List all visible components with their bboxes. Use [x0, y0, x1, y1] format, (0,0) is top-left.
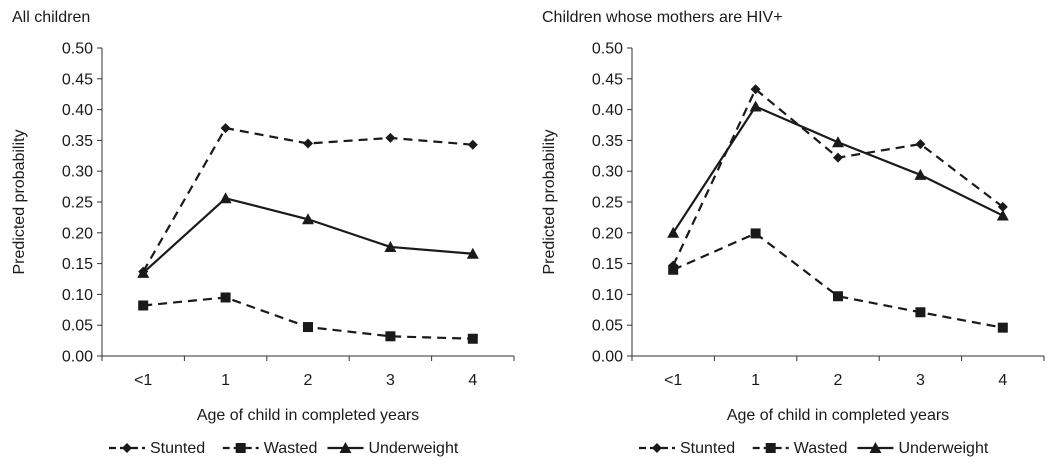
data-point-underweight — [667, 226, 680, 238]
x-tick-label: 4 — [468, 372, 477, 389]
series-line-stunted — [672, 87, 1004, 266]
data-point-stunted — [750, 84, 761, 95]
data-point-wasted — [833, 291, 843, 302]
data-point-wasted — [138, 300, 149, 311]
y-tick-label: 0.50 — [62, 41, 93, 58]
series-wasted — [668, 228, 1008, 333]
legend-item-wasted: Wasted — [222, 440, 318, 457]
data-point-underweight — [914, 168, 927, 180]
series-stunted — [138, 123, 478, 277]
y-tick-label: 0.15 — [592, 256, 623, 273]
data-point-wasted — [668, 264, 679, 275]
legend-marker — [235, 443, 246, 453]
legend-label: Stunted — [150, 440, 205, 457]
data-point-wasted — [915, 307, 926, 318]
chart-title: Children whose mothers are HIV+ — [542, 9, 783, 26]
y-tick-label: 0.50 — [592, 41, 623, 58]
legend: Stunted Wasted Underweight — [108, 440, 459, 457]
x-tick-label: 3 — [916, 372, 925, 389]
x-axis-label: Age of child in completed years — [197, 407, 419, 424]
data-point-wasted — [750, 228, 761, 239]
chart-panel-all-children: All children Predicted probability 0.00 0.0… — [11, 9, 515, 457]
legend-label: Underweight — [368, 440, 458, 457]
y-tick-label: 0.10 — [62, 287, 93, 304]
y-tick-label: 0.20 — [592, 225, 623, 242]
data-point-stunted — [385, 132, 396, 143]
legend-marker — [339, 442, 352, 453]
data-point-underweight — [219, 192, 232, 204]
x-tick-label: 2 — [834, 372, 843, 389]
y-axis-label: Predicted probability — [11, 130, 28, 275]
y-tick-label: 0.35 — [62, 133, 93, 150]
data-point-underweight — [137, 266, 150, 278]
data-point-stunted — [915, 139, 926, 150]
legend: Stunted Wasted Underweight — [638, 440, 989, 457]
data-point-stunted — [467, 139, 478, 150]
data-point-underweight — [384, 240, 397, 252]
y-axis-label: Predicted probability — [541, 130, 558, 275]
series-line-wasted — [143, 296, 473, 340]
series-stunted — [668, 84, 1008, 271]
x-tick-label: 1 — [221, 372, 230, 389]
data-point-wasted — [303, 322, 313, 333]
legend-item-stunted: Stunted — [108, 440, 205, 457]
legend-label: Underweight — [898, 440, 988, 457]
y-tick-label: 0.45 — [62, 71, 93, 88]
data-point-underweight — [996, 209, 1009, 221]
legend-marker — [651, 443, 662, 453]
data-point-stunted — [833, 152, 843, 163]
x-tick-label: <1 — [134, 372, 152, 389]
x-tick-label: 4 — [998, 372, 1007, 389]
y-tick-label: 0.25 — [62, 195, 93, 212]
y-tick-label: 0.05 — [62, 318, 93, 335]
x-axis-label: Age of child in completed years — [727, 407, 949, 424]
x-tick-label: 2 — [304, 372, 313, 389]
series-wasted — [138, 292, 478, 344]
data-point-wasted — [467, 333, 478, 344]
y-tick-label: 0.35 — [592, 133, 623, 150]
series-line-wasted — [672, 232, 1004, 329]
series-underweight — [667, 100, 1009, 238]
y-tick-label: 0.05 — [592, 318, 623, 335]
legend-item-underweight: Underweight — [327, 440, 459, 457]
y-tick-label: 0.40 — [592, 102, 623, 119]
y-tick-label: 0.15 — [62, 256, 93, 273]
legend-label: Stunted — [680, 440, 735, 457]
data-point-underweight — [302, 213, 314, 225]
chart-title: All children — [12, 9, 90, 26]
data-point-wasted — [997, 322, 1008, 333]
series-line-underweight — [142, 197, 473, 274]
series-underweight — [137, 192, 479, 278]
data-point-underweight — [749, 100, 762, 112]
y-tick-label: 0.30 — [62, 164, 93, 181]
data-point-wasted — [385, 331, 396, 342]
legend-item-stunted: Stunted — [638, 440, 735, 457]
legend-label: Wasted — [264, 440, 318, 457]
x-tick-label: <1 — [664, 372, 682, 389]
data-point-stunted — [303, 138, 313, 149]
legend-label: Wasted — [794, 440, 848, 457]
legend-marker — [121, 443, 132, 453]
y-tick-label: 0.45 — [592, 71, 623, 88]
data-point-wasted — [220, 292, 231, 303]
legend-marker — [765, 443, 776, 453]
data-point-stunted — [997, 201, 1008, 212]
legend-item-underweight: Underweight — [857, 440, 989, 457]
x-tick-label: 3 — [386, 372, 395, 389]
legend-item-wasted: Wasted — [752, 440, 848, 457]
data-point-stunted — [220, 123, 231, 134]
chart-panel-hiv-mothers: Children whose mothers are HIV+ Predicted… — [541, 9, 1045, 457]
y-tick-label: 0.00 — [592, 349, 623, 366]
y-tick-label: 0.25 — [592, 195, 623, 212]
y-tick-label: 0.10 — [592, 287, 623, 304]
y-tick-label: 0.40 — [62, 102, 93, 119]
series-line-stunted — [142, 126, 473, 273]
y-tick-label: 0.20 — [62, 225, 93, 242]
y-tick-label: 0.30 — [592, 164, 623, 181]
x-tick-label: 1 — [751, 372, 760, 389]
y-tick-label: 0.00 — [62, 349, 93, 366]
data-point-underweight — [832, 136, 844, 148]
data-point-underweight — [466, 247, 479, 259]
legend-marker — [869, 442, 882, 453]
